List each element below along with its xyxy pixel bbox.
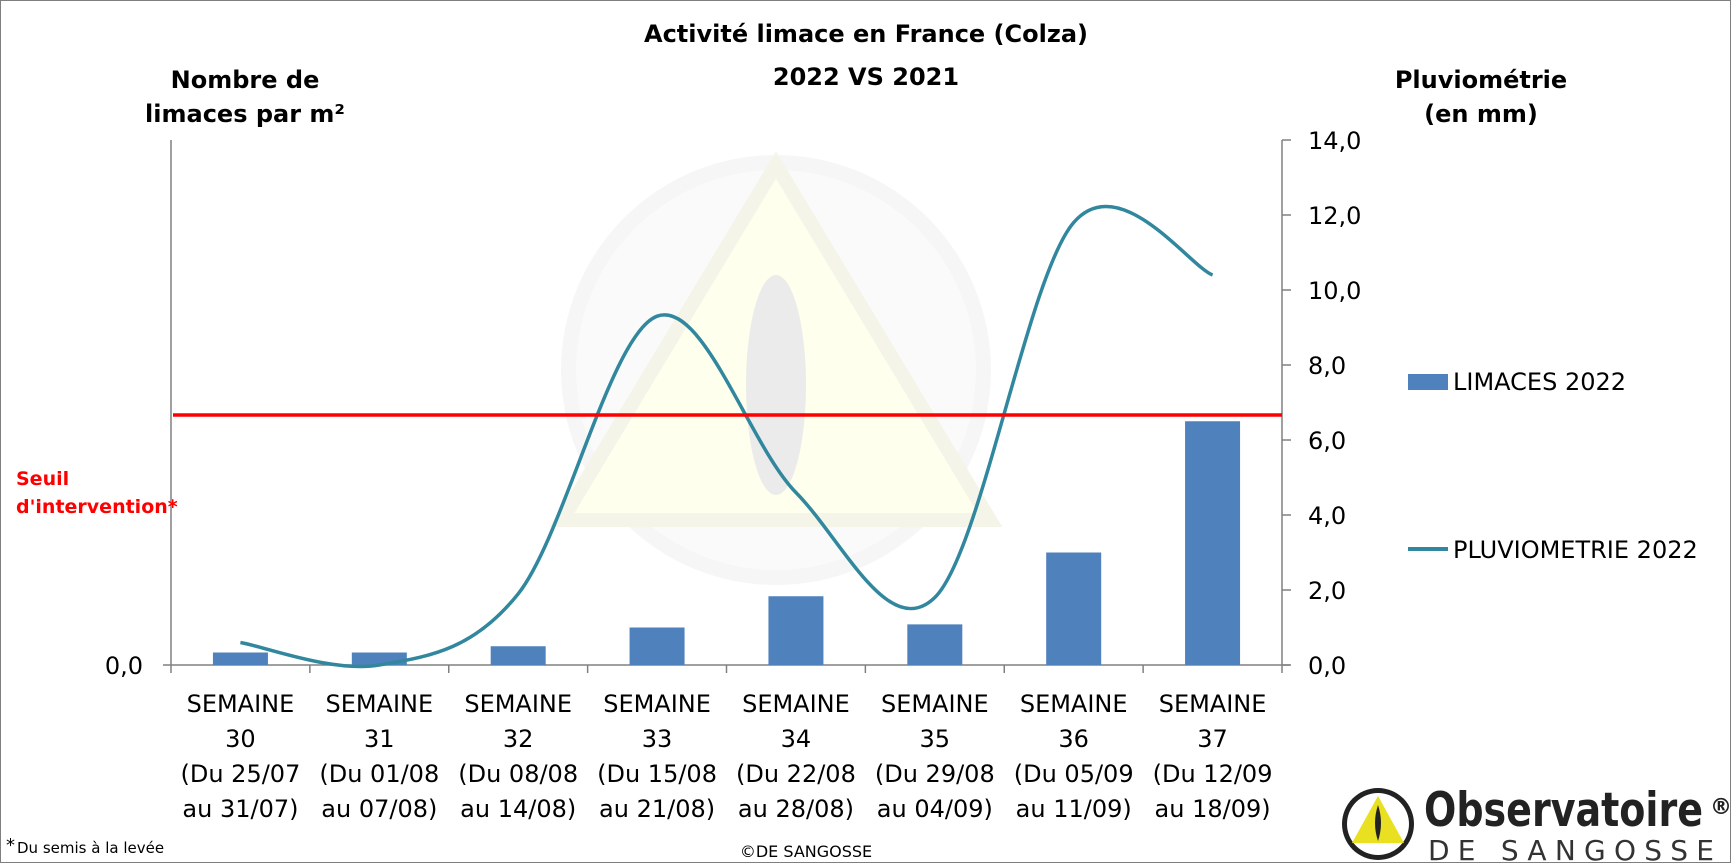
footnote-mark: * [6,835,15,856]
x-ticks [170,665,1283,673]
category-label: (Du 29/08 [875,760,995,788]
category-labels: SEMAINE 30 (Du 25/07 au 31/07) SEMAINE 31 (Du … [181,690,1273,823]
right-tick-label: 0,0 [1308,652,1346,680]
category-label: SEMAINE [742,690,850,718]
bar-limaces [490,646,546,665]
line-layer [240,204,1214,669]
bar-limaces [629,627,685,665]
footnote: Du semis à la levée [17,839,164,857]
category-label: au 07/08) [321,795,437,823]
right-tick-label: 2,0 [1308,577,1346,605]
chart-title: Activité limace en France (Colza) [644,20,1088,48]
bars [212,421,1241,665]
legend-label-pluviometrie: PLUVIOMETRIE 2022 [1453,536,1698,564]
left-axis-title-line-1: Nombre de [171,66,320,94]
left-tick-label: 0,0 [105,652,143,680]
category-label: 35 [920,725,951,753]
category-label: au 31/07) [182,795,298,823]
legend-swatch-limaces [1408,374,1448,390]
category-label: (Du 08/08 [458,760,578,788]
category-label: SEMAINE [464,690,572,718]
right-tick-label: 6,0 [1308,427,1346,455]
right-axis-title-line-1: Pluviométrie [1395,66,1567,94]
threshold-label-line-2: d'intervention* [16,496,178,518]
category-label: au 28/08) [738,795,854,823]
category-label: au 14/08) [460,795,576,823]
right-tick-label: 10,0 [1308,277,1361,305]
category-label: au 21/08) [599,795,715,823]
bar-limaces [768,596,824,665]
category-label: SEMAINE [325,690,433,718]
category-label: SEMAINE [881,690,989,718]
category-label: 33 [642,725,673,753]
category-label: (Du 05/09 [1014,760,1134,788]
right-tick-label: 14,0 [1308,127,1361,155]
bar-limaces [212,652,268,665]
category-label: au 04/09) [877,795,993,823]
right-tick-label: 12,0 [1308,202,1361,230]
logo-subtitle: DE SANGOSSE [1428,834,1714,863]
category-label: SEMAINE [187,690,295,718]
logo-registered: ® [1710,795,1731,820]
right-tick-label: 4,0 [1308,502,1346,530]
category-label: (Du 15/08 [597,760,717,788]
category-label: 32 [503,725,534,753]
left-axis-title-line-2: limaces par m² [145,100,345,128]
bar-limaces [1185,421,1241,665]
category-label: au 11/09) [1016,795,1132,823]
category-label: (Du 25/07 [181,760,301,788]
category-label: 36 [1058,725,1089,753]
category-label: 34 [781,725,812,753]
copyright: ©DE SANGOSSE [740,842,872,861]
chart-subtitle: 2022 VS 2021 [773,63,959,91]
observatoire-logo: Observatoire ® DE SANGOSSE [1342,783,1731,863]
category-label: (Du 22/08 [736,760,856,788]
right-axis-title-line-2: (en mm) [1424,100,1538,128]
right-ticks: 0,0 2,0 4,0 6,0 8,0 10,0 12,0 14,0 [1282,127,1361,680]
category-label: 31 [364,725,395,753]
bar-limaces [907,624,963,665]
category-label: SEMAINE [603,690,711,718]
category-label: SEMAINE [1159,690,1267,718]
bar-limaces [1046,552,1102,665]
category-label: (Du 01/08 [319,760,439,788]
category-label: 37 [1197,725,1228,753]
line-pluviometrie [240,204,1214,669]
right-tick-label: 8,0 [1308,352,1346,380]
category-label: au 18/09) [1155,795,1271,823]
legend-label-limaces: LIMACES 2022 [1453,368,1626,396]
category-label: (Du 12/09 [1153,760,1273,788]
logo-name: Observatoire [1424,783,1703,838]
threshold-label-line-1: Seuil [16,468,69,490]
category-label: SEMAINE [1020,690,1128,718]
category-label: 30 [225,725,256,753]
logo-slug [1375,805,1381,841]
watermark [549,151,1003,585]
